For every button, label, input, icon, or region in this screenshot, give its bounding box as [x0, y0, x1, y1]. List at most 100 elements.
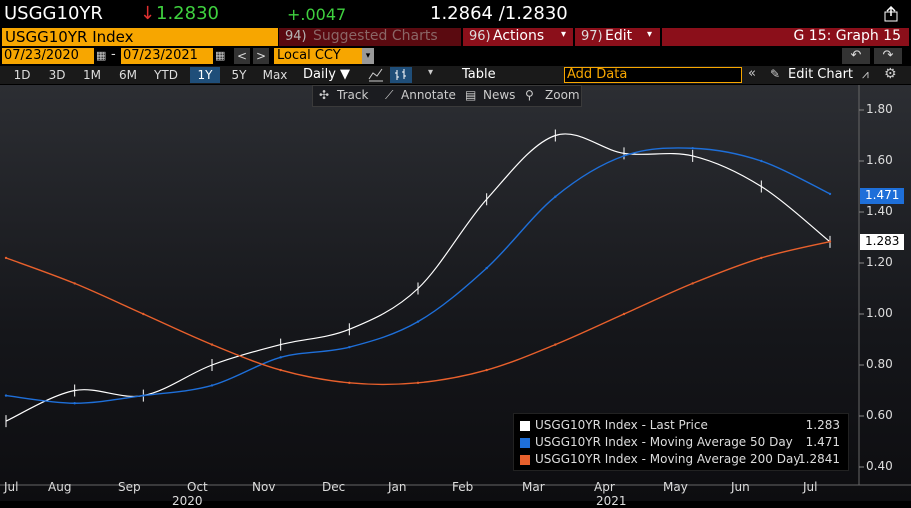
annotate-icon: ⟋	[385, 88, 394, 102]
news-button[interactable]: News	[483, 88, 516, 102]
actions-button[interactable]: 96) Actions ▾	[463, 28, 573, 46]
quote-header: USGG10YR ↓ 1.2830 +.0047 1.2864 /1.2830	[0, 0, 911, 28]
ma50-point	[348, 345, 351, 349]
legend-label: USGG10YR Index - Moving Average 200 Day	[535, 452, 801, 466]
bar-chart-icon[interactable]	[390, 67, 412, 83]
edit-dropdown-icon: ▾	[647, 29, 653, 40]
net-change: +.0047	[287, 5, 347, 24]
ma50-point	[691, 147, 694, 150]
ma200-point	[760, 256, 763, 260]
ticker-label: USGG10YR	[4, 3, 103, 24]
ma50-point	[4, 394, 8, 397]
date-separator: -	[111, 47, 116, 62]
legend-item-ma50: USGG10YR Index - Moving Average 50 Day 1.…	[520, 434, 844, 450]
zoom-button[interactable]: Zoom	[545, 88, 580, 102]
legend-value: 1.2841	[798, 452, 840, 466]
suggested-label: Suggested Charts	[313, 28, 438, 44]
collapse-icon[interactable]: «	[748, 66, 756, 81]
x-tick-label: Dec	[322, 480, 346, 494]
x-tick-label: Jul	[803, 480, 818, 494]
track-button[interactable]: Track	[337, 88, 369, 102]
draw-tool-icon[interactable]: ⩘	[862, 67, 869, 81]
timeframe-3d[interactable]: 3D	[48, 68, 66, 82]
ma200-point	[691, 282, 694, 285]
y-tick-label: 1.40	[866, 204, 893, 218]
table-button[interactable]: Table	[462, 67, 496, 82]
x-tick-label: Nov	[252, 480, 276, 494]
x-tick-label: Apr	[594, 480, 615, 494]
currency-dropdown-button[interactable]: ▾	[362, 48, 374, 64]
timeframe-6m[interactable]: 6M	[119, 68, 137, 82]
edit-label: Edit	[605, 28, 633, 44]
ma50-point	[279, 356, 282, 359]
timeframe-1m[interactable]: 1M	[83, 68, 101, 82]
track-icon: ✣	[319, 88, 330, 102]
graph-title: G 15: Graph 15	[793, 28, 902, 44]
news-icon: ▤	[465, 88, 477, 102]
last-price-badge: 1.283	[860, 234, 904, 250]
end-calendar-icon[interactable]: ▦	[215, 49, 226, 62]
timeframe-5y[interactable]: 5Y	[231, 68, 247, 82]
timeframe-max[interactable]: Max	[262, 68, 288, 82]
ma200-point	[485, 368, 488, 372]
date-range-bar: 07/23/2020 ▦ - 07/23/2021 ▦ < > Local CC…	[0, 47, 911, 65]
redo-button[interactable]: ↷	[874, 48, 902, 64]
year-label: 2020	[172, 494, 203, 508]
undo-button[interactable]: ↶	[842, 48, 870, 64]
period-select[interactable]: Daily ▼	[303, 67, 351, 82]
security-field[interactable]: USGG10YR Index	[2, 28, 278, 46]
ma200-point	[4, 256, 8, 260]
series-ma50-line	[5, 147, 831, 404]
ma200-point	[210, 343, 214, 346]
last-price-badge-value: 1.283	[865, 234, 900, 248]
last-price: 1.2830	[156, 3, 219, 24]
chart-style-dropdown-icon[interactable]: ▾	[428, 67, 434, 78]
ma200-point	[279, 368, 282, 372]
legend-label: USGG10YR Index - Last Price	[535, 418, 708, 432]
legend-label: USGG10YR Index - Moving Average 50 Day	[535, 435, 793, 449]
price-chart	[0, 85, 911, 486]
series-ma200-line	[5, 240, 831, 386]
ma200-point	[73, 282, 76, 285]
end-date-field[interactable]: 07/23/2021	[121, 48, 213, 64]
ma50-badge: 1.471	[860, 188, 904, 204]
edit-chart-button[interactable]: Edit Chart	[788, 67, 854, 82]
ma200-point	[142, 312, 145, 316]
prev-period-button[interactable]: <	[234, 48, 250, 64]
line-chart-icon[interactable]	[368, 66, 384, 86]
export-icon[interactable]	[884, 5, 898, 22]
add-data-field[interactable]: Add Data	[564, 67, 742, 83]
timeframe-ytd[interactable]: YTD	[154, 68, 178, 82]
ma50-point	[554, 195, 557, 198]
annotate-button[interactable]: Annotate	[401, 88, 456, 102]
ma200-point	[828, 240, 832, 243]
actions-label: Actions	[493, 28, 545, 44]
ma50-point	[142, 394, 145, 397]
timeframe-1y[interactable]: 1Y	[190, 67, 220, 83]
settings-gear-icon[interactable]: ⚙	[884, 66, 897, 82]
start-date-field[interactable]: 07/23/2020	[2, 48, 94, 64]
suggested-charts-button[interactable]: 94) Suggested Charts	[279, 28, 461, 46]
legend-value: 1.283	[805, 418, 840, 432]
y-tick-label: 0.80	[866, 357, 893, 371]
ma50-point	[210, 384, 214, 387]
timeframe-1d[interactable]: 1D	[13, 68, 31, 82]
x-tick-label: May	[663, 480, 688, 494]
legend-swatch-white	[520, 420, 530, 431]
chart-area[interactable]: ✣ Track ⟋ Annotate ▤ News ⚲ Zoom 1.80 1.6…	[0, 85, 911, 508]
x-tick-label: Feb	[452, 480, 474, 494]
y-tick-label: 1.80	[866, 102, 893, 116]
next-period-button[interactable]: >	[253, 48, 269, 64]
y-tick-label: 1.60	[866, 153, 893, 167]
x-tick-label: Jun	[731, 480, 750, 494]
graph-title-bar: G 15: Graph 15	[662, 28, 909, 46]
edit-button[interactable]: 97) Edit ▾	[575, 28, 660, 46]
pencil-icon[interactable]: ✎	[770, 67, 781, 81]
start-calendar-icon[interactable]: ▦	[96, 49, 107, 62]
chart-legend: USGG10YR Index - Last Price 1.283 USGG10Y…	[513, 413, 849, 471]
currency-select[interactable]: Local CCY	[274, 48, 362, 64]
ma200-point	[554, 343, 557, 346]
start-date: 07/23/2020	[4, 48, 79, 63]
ma50-badge-value: 1.471	[865, 188, 900, 202]
x-tick-label: Jul	[4, 480, 19, 494]
